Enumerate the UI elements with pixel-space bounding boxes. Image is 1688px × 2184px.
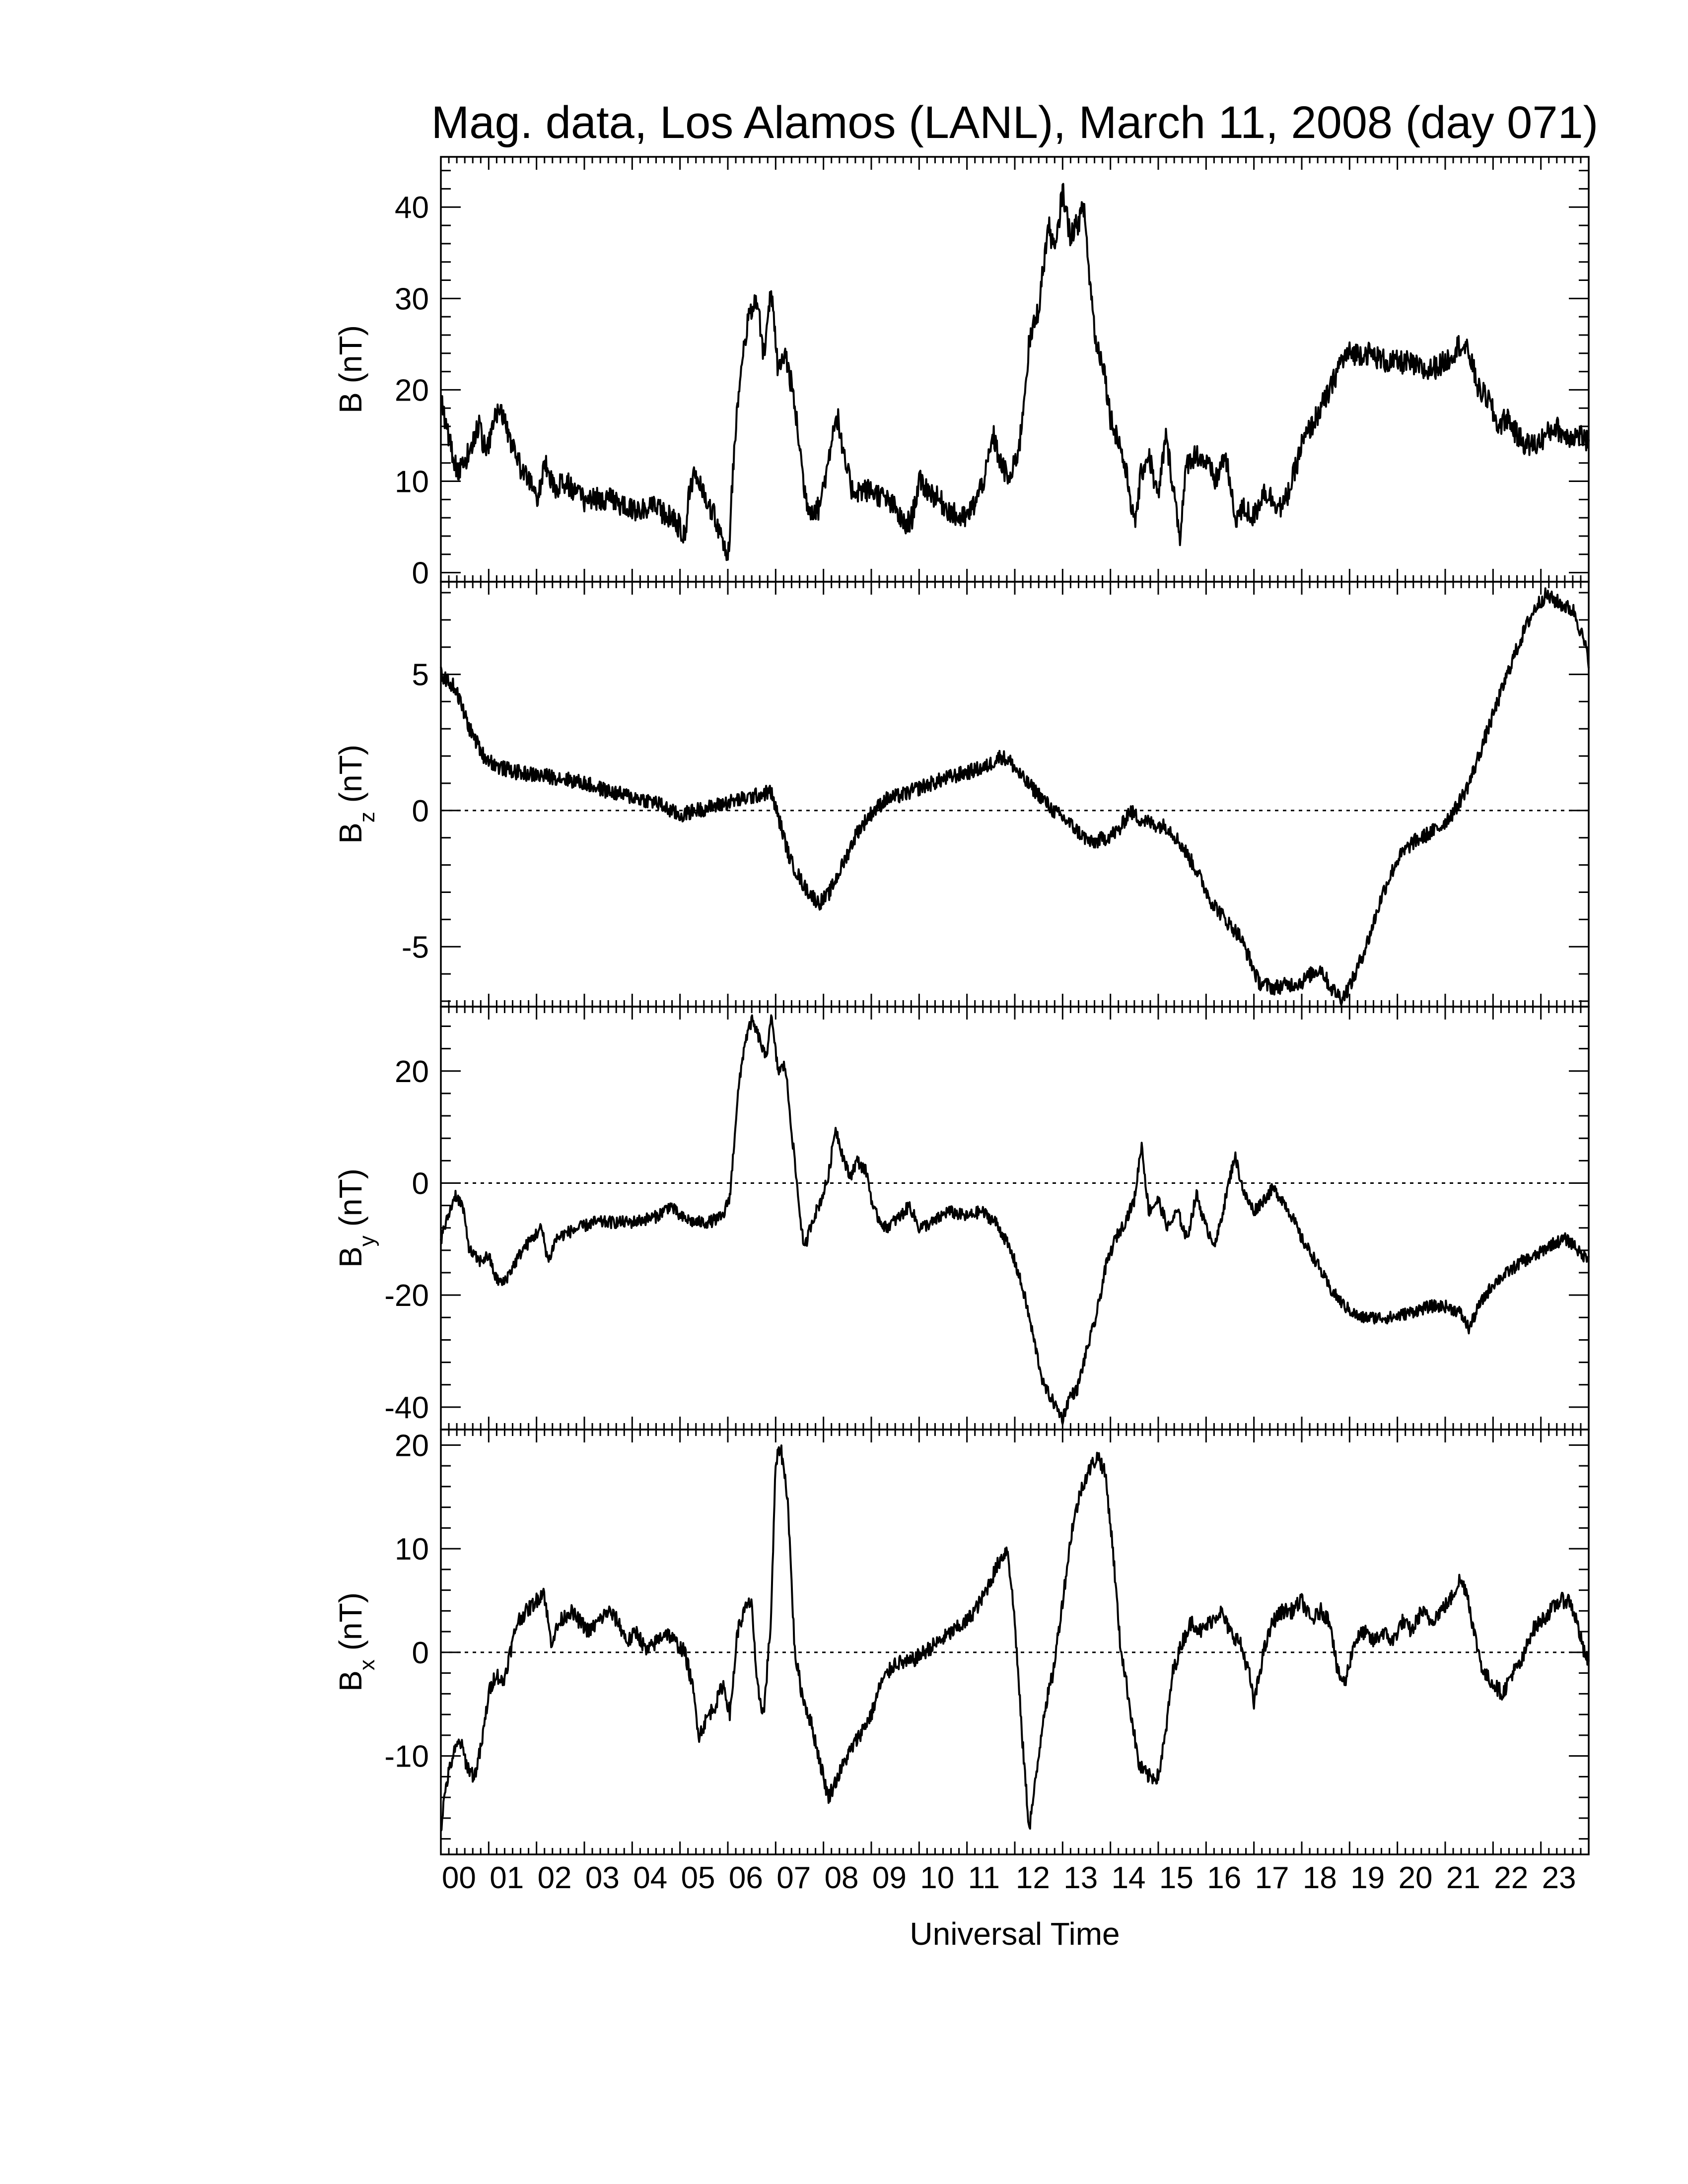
panel-By: -40 -20 0 20 By (nT) [333, 1006, 1590, 1431]
y-tick-label: 5 [412, 658, 429, 692]
y-tick-label: 0 [412, 1166, 429, 1201]
y-tick-label: 20 [395, 1055, 429, 1089]
panel-frame [440, 1429, 1590, 1855]
panel-Bx: -10 0 10 20 Bx (nT) [333, 1429, 1590, 1855]
y-tick-label: -5 [402, 930, 429, 964]
y-axis-label-Bz: Bz (nT) [333, 745, 379, 844]
series-line-Bx [440, 1444, 1590, 1832]
y-tick-label: -40 [384, 1391, 429, 1425]
y-axis-label-Bx: Bx (nT) [333, 1592, 379, 1692]
panel-B: 0 10 20 30 40 B (nT) [333, 156, 1590, 591]
x-tick-label: 07 [776, 1861, 811, 1895]
series-line-B [440, 183, 1590, 561]
x-axis-label: Universal Time [910, 1916, 1120, 1952]
y-tick-label: 0 [412, 794, 429, 828]
y-tick-label: 20 [395, 373, 429, 408]
y-tick-label: 20 [395, 1429, 429, 1463]
x-tick-label: 11 [968, 1861, 1000, 1895]
x-tick-label: 00 [442, 1861, 476, 1895]
chart-title: Mag. data, Los Alamos (LANL), March 11, … [431, 97, 1599, 148]
y-tick-label: 10 [395, 465, 429, 499]
x-tick-label: 09 [872, 1861, 907, 1895]
x-tick-label: 02 [538, 1861, 572, 1895]
x-tick-labels: 00 01 02 03 04 05 06 07 08 09 10 11 12 13 14 15 16 17 18 19… [442, 1861, 1576, 1895]
x-tick-label: 01 [490, 1861, 524, 1895]
y-tick-label: -10 [384, 1740, 429, 1774]
y-axis-label-By: By (nT) [333, 1168, 379, 1268]
panel-Bz: -5 0 5 Bz (nT) [333, 581, 1590, 1008]
y-tick-label: 30 [395, 282, 429, 316]
x-tick-label: 06 [729, 1861, 763, 1895]
x-tick-label: 08 [825, 1861, 859, 1895]
x-tick-label: 15 [1159, 1861, 1194, 1895]
x-tick-label: 23 [1542, 1861, 1576, 1895]
y-tick-label: 0 [412, 1636, 429, 1670]
x-tick-label: 12 [1016, 1861, 1050, 1895]
x-tick-label: 10 [920, 1861, 954, 1895]
y-tick-label: -20 [384, 1279, 429, 1313]
panels: 0 10 20 30 40 B (nT) -5 0 5 Bz (nT) -40 -20 0 20 By (n… [333, 156, 1590, 1855]
x-tick-label: 13 [1063, 1861, 1098, 1895]
y-tick-label: 0 [412, 556, 429, 591]
x-tick-label: 16 [1207, 1861, 1241, 1895]
x-tick-label: 05 [681, 1861, 715, 1895]
x-tick-label: 18 [1303, 1861, 1337, 1895]
x-tick-label: 22 [1494, 1861, 1528, 1895]
x-tick-label: 17 [1255, 1861, 1289, 1895]
y-axis-label-B: B (nT) [333, 325, 368, 413]
x-tick-label: 19 [1350, 1861, 1385, 1895]
y-tick-label: 10 [395, 1532, 429, 1567]
x-tick-label: 03 [585, 1861, 620, 1895]
y-tick-label: 40 [395, 191, 429, 225]
series-line-Bz [440, 587, 1590, 1006]
x-tick-label: 20 [1399, 1861, 1433, 1895]
x-tick-label: 14 [1112, 1861, 1146, 1895]
x-tick-label: 21 [1446, 1861, 1480, 1895]
series-line-By [440, 1014, 1590, 1425]
x-tick-label: 04 [633, 1861, 667, 1895]
